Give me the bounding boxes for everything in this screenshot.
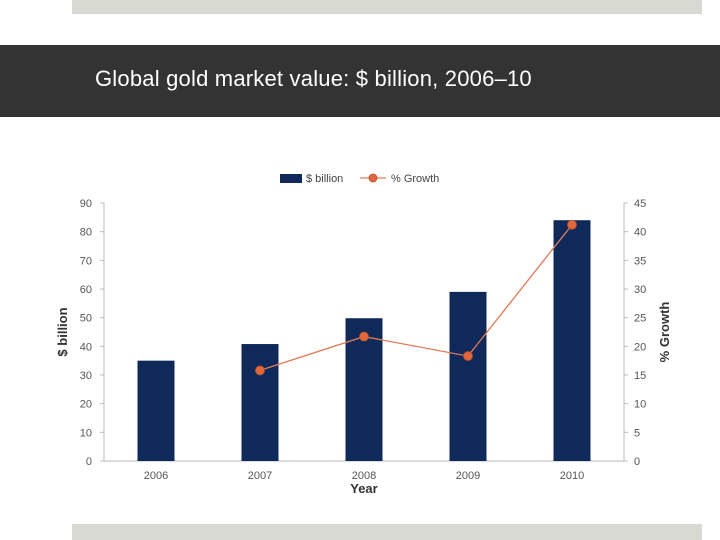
x-tick-label: 2008 <box>352 470 376 482</box>
legend-label-bar: $ billion <box>306 173 343 185</box>
growth-point <box>567 219 577 230</box>
y2-tick-label: 20 <box>634 341 646 353</box>
y-tick-label: 70 <box>80 255 92 267</box>
x-axis-title: Year <box>350 481 377 496</box>
y-tick-label: 80 <box>80 227 92 239</box>
x-tick-label: 2009 <box>456 470 480 482</box>
bar <box>553 220 591 461</box>
x-tick-label: 2010 <box>560 470 584 482</box>
y-tick-label: 0 <box>86 456 92 468</box>
bottom-decor-strip <box>72 524 702 540</box>
x-tick-label: 2006 <box>144 470 168 482</box>
y2-tick-label: 35 <box>634 255 646 267</box>
y2-tick-label: 10 <box>634 399 646 411</box>
y-tick-label: 30 <box>80 370 92 382</box>
top-decor-strip <box>72 0 702 14</box>
slide-title: Global gold market value: $ billion, 200… <box>95 66 532 91</box>
y2-tick-label: 40 <box>634 227 646 239</box>
y2-tick-label: 45 <box>634 198 646 210</box>
y-tick-label: 90 <box>80 198 92 210</box>
y2-tick-label: 30 <box>634 284 646 296</box>
title-bar <box>0 45 720 117</box>
y-tick-label: 10 <box>80 427 92 439</box>
y2-axis-title: % Growth <box>657 302 672 363</box>
y-tick-label: 60 <box>80 284 92 296</box>
x-tick-label: 2007 <box>248 470 272 482</box>
bar <box>345 318 383 461</box>
bar <box>137 360 175 461</box>
legend-swatch-marker <box>368 173 378 183</box>
bar <box>449 291 487 461</box>
bar <box>241 344 279 461</box>
growth-point <box>463 351 473 361</box>
legend: $ billion % Growth <box>280 173 439 185</box>
y-axis-title: $ billion <box>55 307 70 356</box>
growth-line <box>259 224 573 372</box>
y2-tick-label: 25 <box>634 313 646 325</box>
legend-label-line: % Growth <box>391 173 439 185</box>
growth-point <box>255 365 265 376</box>
y2-tick-label: 0 <box>634 456 640 468</box>
legend-swatch-bar <box>280 174 302 183</box>
y-tick-label: 50 <box>80 313 92 325</box>
y2-tick-label: 15 <box>634 370 646 382</box>
y-tick-label: 40 <box>80 341 92 353</box>
y-tick-label: 20 <box>80 399 92 411</box>
plot-area: 0 10 20 30 40 50 60 70 80 90 0 5 10 15 20 25 30 35 40 45 200… <box>80 198 647 482</box>
y2-tick-label: 5 <box>634 427 640 439</box>
growth-point <box>359 331 369 342</box>
